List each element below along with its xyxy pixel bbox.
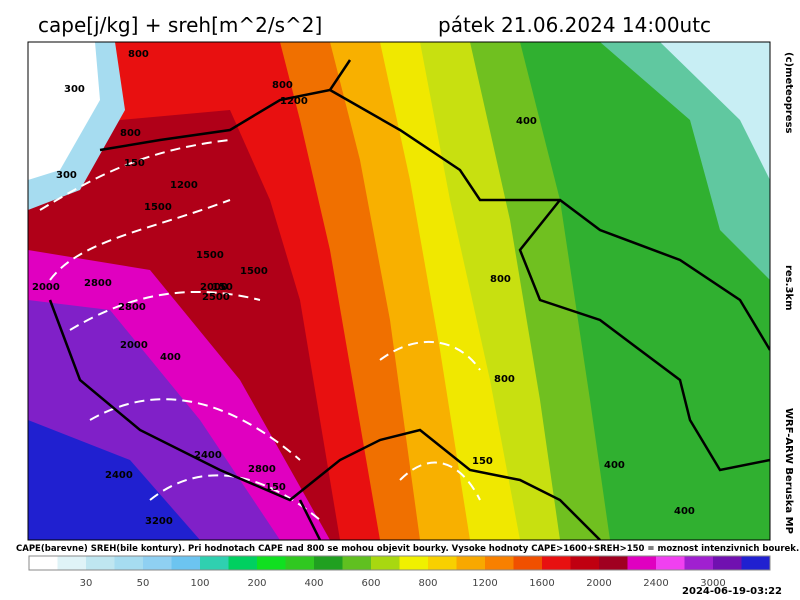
- contour-label: 400: [674, 506, 695, 517]
- contour-label: 3200: [145, 516, 173, 527]
- colorbar-swatch: [684, 556, 713, 570]
- colorbar-swatch: [371, 556, 400, 570]
- contour-label: 1500: [196, 250, 224, 261]
- colorbar-swatch: [114, 556, 143, 570]
- colorbar-swatch: [228, 556, 257, 570]
- colorbar-swatch: [200, 556, 229, 570]
- copyright: (c)meteopress: [783, 52, 794, 134]
- map-field: [28, 42, 770, 540]
- colorbar-swatch: [713, 556, 742, 570]
- colorbar-label: 800: [418, 578, 437, 589]
- contour-label: 150: [265, 482, 286, 493]
- colorbar-label: 1600: [529, 578, 554, 589]
- colorbar-swatch: [456, 556, 485, 570]
- colorbar-swatch: [171, 556, 200, 570]
- contour-label: 800: [128, 49, 149, 60]
- colorbar-swatch: [513, 556, 542, 570]
- contour-label: 2000: [120, 340, 148, 351]
- contour-label: 2800: [248, 464, 276, 475]
- title: cape[j/kg] + sreh[m^2/s^2]: [38, 13, 322, 37]
- contour-label: 2500: [202, 292, 230, 303]
- map-labels: 800 300 800 1200 800 150 300 1200 1500 400 1500 150…: [32, 49, 695, 527]
- colorbar-label: 30: [80, 578, 93, 589]
- colorbar-swatch: [542, 556, 571, 570]
- contour-label: 150: [212, 282, 233, 293]
- date: pátek 21.06.2024 14:00utc: [438, 13, 711, 37]
- colorbar-label: 50: [137, 578, 150, 589]
- contour-label: 800: [120, 128, 141, 139]
- colorbar-label: 400: [304, 578, 323, 589]
- colorbar-swatch: [428, 556, 457, 570]
- colorbar-swatch: [29, 556, 58, 570]
- contour-label: 150: [124, 158, 145, 169]
- colorbar-label: 2400: [643, 578, 668, 589]
- colorbar-swatch: [656, 556, 685, 570]
- colorbar-frame: [28, 555, 771, 571]
- colorbar-label: 600: [361, 578, 380, 589]
- colorbar-swatch: [399, 556, 428, 570]
- contour-label: 300: [64, 84, 85, 95]
- contour-label: 800: [490, 274, 511, 285]
- colorbar-swatch: [627, 556, 656, 570]
- contour-label: 1200: [280, 96, 308, 107]
- colorbar-swatch: [741, 556, 770, 570]
- colorbar-swatch: [257, 556, 286, 570]
- contour-label: 2000: [32, 282, 60, 293]
- contour-label: 2800: [84, 278, 112, 289]
- colorbar-label: 2000: [586, 578, 611, 589]
- resolution: res.3km: [783, 265, 794, 311]
- contour-label: 150: [472, 456, 493, 467]
- contour-label: 400: [604, 460, 625, 471]
- contour-label: 2400: [194, 450, 222, 461]
- contour-label: 800: [494, 374, 515, 385]
- colorbar-swatch: [57, 556, 86, 570]
- contour-label: 1500: [144, 202, 172, 213]
- colorbar-swatch: [285, 556, 314, 570]
- contour-label: 400: [160, 352, 181, 363]
- map-frame: [27, 41, 771, 541]
- colorbar-swatch: [143, 556, 172, 570]
- colorbar-swatch: [86, 556, 115, 570]
- contour-label: 2000: [200, 282, 228, 293]
- colorbar-swatch: [485, 556, 514, 570]
- colorbar-swatch: [314, 556, 343, 570]
- contour-label: 400: [516, 116, 537, 127]
- contour-label: 1200: [170, 180, 198, 191]
- colorbar-label: 200: [247, 578, 266, 589]
- colorbar: 30 50 100 200 400 600 800 1200 1600 2000 2400 3000: [28, 555, 771, 589]
- colorbar-label: 1200: [472, 578, 497, 589]
- colorbar-swatch: [342, 556, 371, 570]
- contour-label: 1500: [240, 266, 268, 277]
- colorbar-swatch: [570, 556, 599, 570]
- colorbar-swatch: [599, 556, 628, 570]
- contour-label: 800: [272, 80, 293, 91]
- contour-label: 300: [56, 170, 77, 181]
- model-name: WRF-ARW Beruska MP: [783, 408, 794, 534]
- contour-label: 2400: [105, 470, 133, 481]
- footnote: CAPE(barevne) SREH(bile kontury). Pri ho…: [16, 544, 799, 554]
- contour-label: 2800: [118, 302, 146, 313]
- colorbar-label: 3000: [700, 578, 725, 589]
- timestamp: 2024-06-19-03:22: [682, 586, 782, 597]
- colorbar-label: 100: [190, 578, 209, 589]
